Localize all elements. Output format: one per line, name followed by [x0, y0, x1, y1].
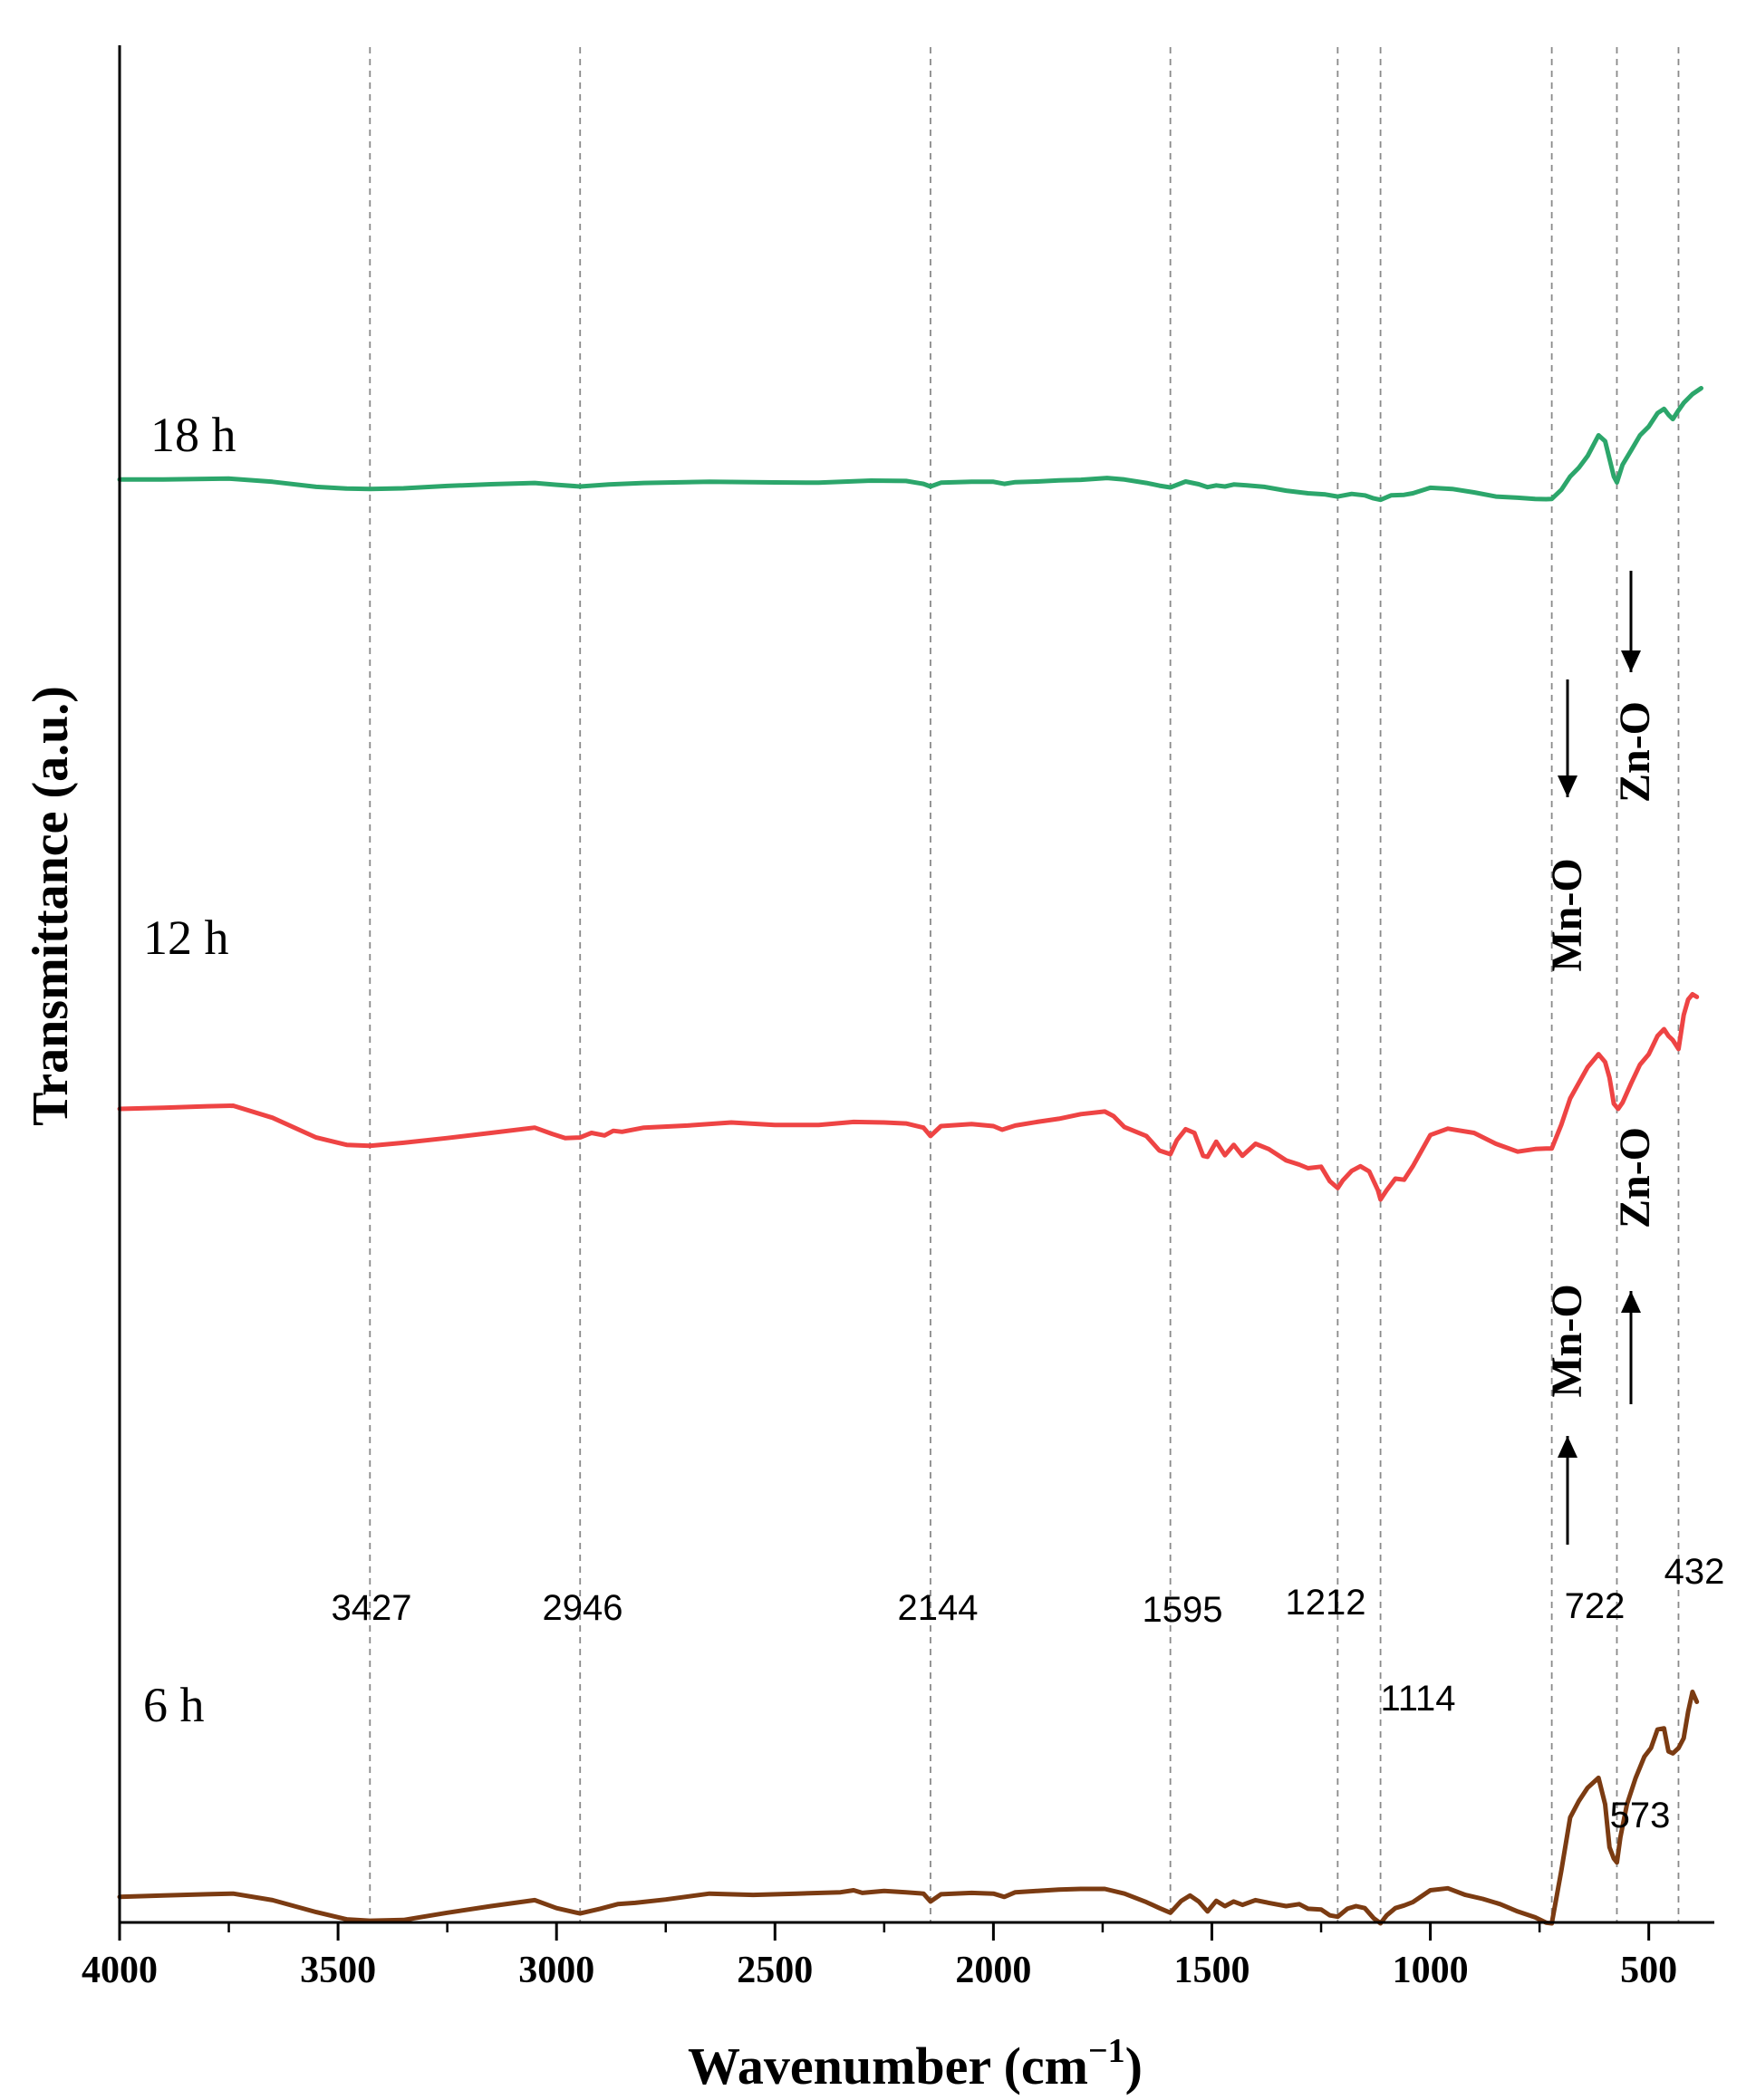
peak-label-3427: 3427: [332, 1588, 412, 1628]
peak-label-2144: 2144: [898, 1588, 979, 1628]
series-layer: [117, 386, 1703, 1926]
annotation-label-mn-o-0: Mn-O: [1543, 858, 1591, 971]
annotation-label-zn-o-3: Zn-O: [1611, 1127, 1659, 1228]
x-tick-label-2000: 2000: [955, 1950, 1031, 1991]
peak-label-1114: 1114: [1380, 1679, 1455, 1719]
peak-label-432: 432: [1664, 1552, 1725, 1592]
annotations: Mn-O Zn-O Mn-O Zn-O: [1543, 571, 1659, 1545]
x-tick-label-3000: 3000: [518, 1950, 594, 1991]
x-axis-label-main: Wavenumber (cm: [688, 2037, 1088, 2095]
peak-label-1595: 1595: [1143, 1590, 1223, 1630]
x-axis-label-superscript: −1: [1088, 2032, 1125, 2070]
peak-label-1212: 1212: [1286, 1583, 1366, 1623]
annotation-arrow-head-3: [1621, 1291, 1641, 1313]
series-line-12h: [117, 992, 1700, 1202]
labels: Wavenumber (cm−1) Transmittance (a.u.) 18 …: [23, 408, 1724, 2095]
series-line-6h: [117, 1690, 1700, 1926]
annotation-label-zn-o-1: Zn-O: [1611, 701, 1659, 803]
peak-label-2946: 2946: [543, 1588, 623, 1628]
annotation-arrow-head-2: [1558, 1436, 1578, 1458]
annotation-label-mn-o-2: Mn-O: [1543, 1284, 1591, 1397]
x-axis-label-close: ): [1125, 2037, 1143, 2095]
y-axis-label: Transmittance (a.u.): [23, 686, 79, 1126]
x-tick-label-4000: 4000: [82, 1950, 158, 1991]
x-tick-label-3500: 3500: [300, 1950, 376, 1991]
axes: 4000 3500 3000 2500 2000 1500 1000 500: [82, 45, 1714, 1991]
x-axis-label: Wavenumber (cm−1): [688, 2032, 1143, 2095]
peak-label-722: 722: [1565, 1586, 1626, 1626]
x-tick-label-500: 500: [1620, 1950, 1677, 1991]
series-label-18h: 18 h: [150, 408, 236, 462]
x-tick-label-1500: 1500: [1173, 1950, 1249, 1991]
x-tick-label-1000: 1000: [1393, 1950, 1469, 1991]
reference-lines: [369, 47, 1680, 1922]
x-tick-label-2500: 2500: [737, 1950, 813, 1991]
series-label-12h: 12 h: [143, 910, 229, 965]
annotation-arrow-head-1: [1621, 650, 1641, 672]
peak-label-573: 573: [1610, 1796, 1671, 1835]
series-line-18h: [117, 386, 1703, 503]
series-label-6h: 6 h: [143, 1678, 205, 1732]
annotation-arrow-head-0: [1558, 775, 1578, 797]
